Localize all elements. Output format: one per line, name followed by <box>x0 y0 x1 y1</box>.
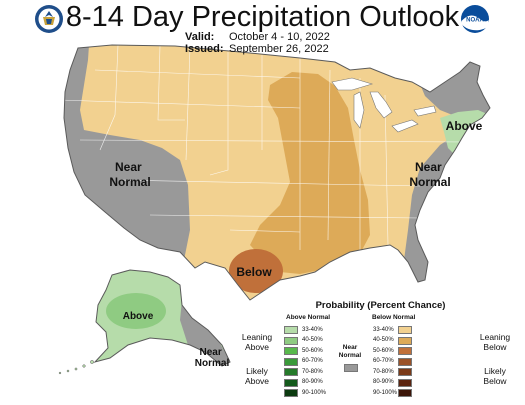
map-label-west-near-normal: Near Normal <box>109 160 150 189</box>
legend-above-swatch-4 <box>284 368 298 376</box>
legend-below-range-label-6: 90-100% <box>373 389 398 396</box>
legend-above-range-label-3: 60-70% <box>302 358 323 364</box>
noaa-logo-icon: NOAA <box>461 5 489 33</box>
legend-near-normal-label: Near Normal <box>338 344 362 359</box>
great-lakes <box>331 77 437 133</box>
map-label-southeast-near-normal: Near Normal <box>409 160 450 189</box>
legend-swatch-near-normal <box>344 364 358 372</box>
aleutian-islands <box>58 360 94 375</box>
legend-likely-above: Likely Above <box>244 366 270 386</box>
legend-title: Probability (Percent Chance) <box>315 300 446 311</box>
legend-below-range-label-2: 50-60% <box>373 347 394 354</box>
region-texas-below-50-60 <box>229 249 283 293</box>
map-label-alaska-near-normal: Near Normal <box>195 347 230 369</box>
legend-below-range-label-4: 70-80% <box>373 368 394 375</box>
issued-date: Issued: September 26, 2022 <box>185 43 329 55</box>
region-west-near-normal <box>64 45 190 290</box>
legend-below-swatch-6 <box>398 389 412 397</box>
legend-above-range-label-2: 50-60% <box>302 347 323 354</box>
alaska-above-40-50 <box>106 293 166 329</box>
legend-above-range-label-6: 90-100% <box>302 389 327 396</box>
legend-below-range-label-1: 40-50% <box>373 337 394 343</box>
legend-below-swatch-1 <box>398 336 412 345</box>
legend-leaning-below: Leaning Below <box>479 332 511 352</box>
legend-below-swatch-0 <box>398 326 412 334</box>
legend-above-range-label-4: 70-80% <box>302 368 323 375</box>
legend-above-swatch-5 <box>284 378 298 387</box>
map-label-alaska-above: Above <box>123 311 154 322</box>
legend-above-swatch-0 <box>284 326 298 334</box>
valid-dates: Valid: October 4 - 10, 2022 <box>185 31 330 43</box>
legend-above-swatch-1 <box>284 336 298 345</box>
legend-below-range-label-3: 60-70% <box>373 358 394 364</box>
map-label-texas-below: Below <box>236 265 272 279</box>
legend-below-swatch-3 <box>398 357 412 366</box>
legend: Probability (Percent Chance) Above Norma… <box>236 300 525 405</box>
legend-below-title: Below Normal <box>372 314 416 321</box>
header: 8-14 Day Precipitation Outlook Valid: Oct… <box>0 0 525 60</box>
svg-text:NOAA: NOAA <box>466 18 484 24</box>
legend-below-swatch-2 <box>398 347 412 355</box>
page-title: 8-14 Day Precipitation Outlook <box>65 1 460 33</box>
legend-above-title: Above Normal <box>286 314 331 321</box>
legend-below-swatch-4 <box>398 368 412 376</box>
legend-below-range-label-0: 33-40% <box>373 326 394 333</box>
legend-above-range-label-1: 40-50% <box>302 337 323 343</box>
legend-below-range-label-5: 80-90% <box>373 379 394 385</box>
legend-above-range-label-5: 80-90% <box>302 379 323 385</box>
map-label-newengland-above: Above <box>446 119 483 133</box>
legend-below-swatch-5 <box>398 378 412 387</box>
legend-leaning-above: Leaning Above <box>241 332 273 352</box>
legend-above-swatch-6 <box>284 389 298 397</box>
region-midwest-below-40-50 <box>250 72 370 274</box>
legend-likely-below: Likely Below <box>483 366 507 386</box>
legend-above-range-label-0: 33-40% <box>302 326 323 333</box>
legend-above-swatch-3 <box>284 357 298 366</box>
legend-above-swatch-2 <box>284 347 298 355</box>
department-of-commerce-seal-icon <box>35 5 63 33</box>
